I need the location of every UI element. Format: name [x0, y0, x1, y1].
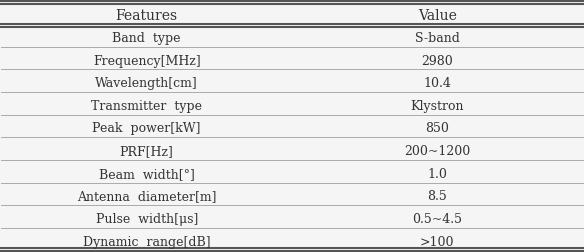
Text: Beam  width[°]: Beam width[°]: [99, 168, 194, 181]
Text: Pulse  width[μs]: Pulse width[μs]: [96, 213, 198, 226]
Text: Frequency[MHz]: Frequency[MHz]: [93, 54, 200, 68]
Text: Klystron: Klystron: [411, 100, 464, 113]
Text: 200~1200: 200~1200: [404, 145, 471, 158]
Text: S-band: S-band: [415, 32, 460, 45]
Text: PRF[Hz]: PRF[Hz]: [120, 145, 173, 158]
Text: 850: 850: [425, 122, 449, 136]
Text: Features: Features: [116, 9, 178, 23]
Text: 10.4: 10.4: [423, 77, 451, 90]
Text: 0.5~4.5: 0.5~4.5: [412, 213, 463, 226]
Text: Value: Value: [418, 9, 457, 23]
Text: Peak  power[kW]: Peak power[kW]: [92, 122, 201, 136]
Text: Transmitter  type: Transmitter type: [91, 100, 202, 113]
Text: Dynamic  range[dB]: Dynamic range[dB]: [83, 236, 210, 249]
Text: >100: >100: [420, 236, 454, 249]
Text: Band  type: Band type: [113, 32, 181, 45]
Text: Antenna  diameter[m]: Antenna diameter[m]: [77, 191, 217, 203]
Text: 8.5: 8.5: [427, 191, 447, 203]
Text: Wavelength[cm]: Wavelength[cm]: [95, 77, 198, 90]
Text: 1.0: 1.0: [427, 168, 447, 181]
Text: 2980: 2980: [422, 54, 453, 68]
